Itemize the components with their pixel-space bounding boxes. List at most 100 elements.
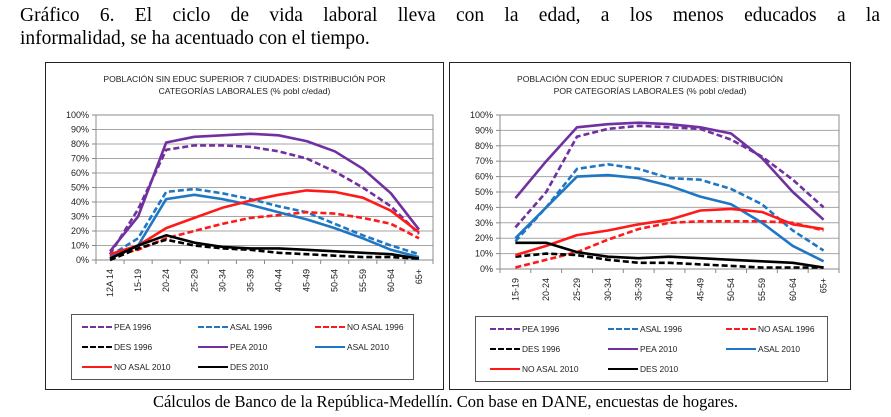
y-tick-label: 90% xyxy=(475,125,493,135)
y-tick-label: 0% xyxy=(480,264,493,274)
x-tick-label: 35-39 xyxy=(245,269,255,292)
legend-swatch xyxy=(82,366,112,368)
legend-swatch xyxy=(490,368,520,370)
y-tick-label: 60% xyxy=(475,172,493,182)
legend-swatch xyxy=(726,328,756,330)
legend-item-asal-2010: ASAL 2010 xyxy=(315,341,389,353)
legend-label: PEA 1996 xyxy=(522,324,560,334)
legend-label: ASAL 1996 xyxy=(640,324,683,334)
x-tick-label: 20-24 xyxy=(541,278,551,301)
legend-label: DES 2010 xyxy=(230,362,269,372)
y-tick-label: 0% xyxy=(76,255,89,265)
legend-item-pea-2010: PEA 2010 xyxy=(198,341,267,353)
series-line-pea-1996 xyxy=(108,144,420,255)
legend-label: ASAL 1996 xyxy=(230,322,273,332)
x-tick-label: 30-34 xyxy=(603,278,613,301)
chart-title-line2: CATEGORÍAS LABORALES (% pobl c/edad) xyxy=(158,86,331,96)
source-note: Cálculos de Banco de la República-Medell… xyxy=(152,392,739,411)
chart-title-line1: POBLACIÓN SIN EDUC SUPERIOR 7 CIUDADES: … xyxy=(103,74,386,84)
x-tick-label: 12A 14 xyxy=(105,269,115,297)
legend-swatch xyxy=(608,328,638,330)
legend-item-no-asal-2010: NO ASAL 2010 xyxy=(82,361,171,373)
legend-item-pea-1996: PEA 1996 xyxy=(490,323,559,335)
y-tick-label: 50% xyxy=(475,187,493,197)
x-tick-label: 40-44 xyxy=(274,269,284,292)
y-tick-label: 30% xyxy=(71,212,89,222)
y-tick-label: 80% xyxy=(71,139,89,149)
legend-swatch xyxy=(198,326,228,328)
legend-label: NO ASAL 2010 xyxy=(522,364,579,374)
legend-label: PEA 1996 xyxy=(114,322,152,332)
chart-legend: PEA 1996 ASAL 1996 NO ASAL 1996 DES 1996 PEA… xyxy=(71,314,414,380)
legend-item-no-asal-1996: NO ASAL 1996 xyxy=(726,323,815,335)
legend-swatch xyxy=(490,328,520,330)
series-line-des-1996 xyxy=(109,238,420,262)
x-tick-label: 25-29 xyxy=(189,269,199,292)
figure-heading-line1: Gráfico 6. El ciclo de vida laboral llev… xyxy=(20,5,880,26)
legend-item-des-1996: DES 1996 xyxy=(490,343,560,355)
y-tick-label: 10% xyxy=(475,249,493,259)
y-tick-label: 70% xyxy=(71,154,89,164)
y-tick-label: 40% xyxy=(475,202,493,212)
legend-label: NO ASAL 1996 xyxy=(347,322,404,332)
series-line-no-asal-2010 xyxy=(109,189,420,256)
y-tick-label: 20% xyxy=(71,226,89,236)
chart-panel-sin-educ-superior: POBLACIÓN SIN EDUC SUPERIOR 7 CIUDADES: … xyxy=(45,62,444,390)
line-chart-plot: 0% 10% 20% 30% 40% 50% 60% 70% 80% 90% 100% 15-19 20… xyxy=(470,110,840,301)
legend-label: ASAL 2010 xyxy=(758,344,801,354)
x-tick-label: 65+ xyxy=(414,269,424,284)
y-tick-label: 20% xyxy=(475,233,493,243)
y-tick-label: 40% xyxy=(71,197,89,207)
chart-title: POBLACIÓN CON EDUC SUPERIOR 7 CIUDADES: … xyxy=(450,73,850,97)
legend-item-asal-2010: ASAL 2010 xyxy=(726,343,800,355)
legend-item-des-2010: DES 2010 xyxy=(198,361,268,373)
legend-swatch xyxy=(608,348,638,350)
chart-legend: PEA 1996 ASAL 1996 NO ASAL 1996 DES 1996 PEA… xyxy=(475,316,828,382)
series-line-des-1996 xyxy=(515,252,824,269)
legend-item-no-asal-2010: NO ASAL 2010 xyxy=(490,363,579,375)
legend-item-asal-1996: ASAL 1996 xyxy=(198,321,272,333)
x-tick-label: 65+ xyxy=(819,278,829,293)
y-tick-label: 10% xyxy=(71,241,89,251)
series-line-pea-1996 xyxy=(514,124,825,229)
legend-swatch xyxy=(490,348,520,350)
legend-swatch xyxy=(82,346,112,348)
y-tick-label: 30% xyxy=(475,218,493,228)
y-tick-label: 100% xyxy=(66,110,89,120)
x-tick-label: 45-49 xyxy=(695,278,705,301)
y-tick-label: 100% xyxy=(470,110,493,120)
legend-swatch xyxy=(82,326,112,328)
legend-swatch xyxy=(726,348,756,350)
legend-label: PEA 2010 xyxy=(640,344,678,354)
x-tick-label: 55-59 xyxy=(757,278,767,301)
figure-heading-line2: informalidad, se ha acentuado con el tie… xyxy=(20,28,370,49)
legend-swatch xyxy=(315,346,345,348)
y-tick-label: 50% xyxy=(71,183,89,193)
legend-label: ASAL 2010 xyxy=(347,342,390,352)
chart-panel-con-educ-superior: POBLACIÓN CON EDUC SUPERIOR 7 CIUDADES: … xyxy=(449,62,851,390)
legend-label: PEA 2010 xyxy=(230,342,268,352)
series-line-asal-2010 xyxy=(514,173,825,263)
series-line-no-asal-2010 xyxy=(515,207,824,257)
legend-label: DES 2010 xyxy=(640,364,679,374)
legend-item-asal-1996: ASAL 1996 xyxy=(608,323,682,335)
legend-label: DES 1996 xyxy=(114,342,153,352)
chart-title: POBLACIÓN SIN EDUC SUPERIOR 7 CIUDADES: … xyxy=(46,73,443,97)
x-tick-label: 60-64 xyxy=(788,278,798,301)
legend-label: NO ASAL 2010 xyxy=(114,362,171,372)
legend-item-no-asal-1996: NO ASAL 1996 xyxy=(315,321,404,333)
series-line-asal-1996 xyxy=(514,163,825,252)
y-tick-label: 70% xyxy=(475,156,493,166)
x-tick-label: 15-19 xyxy=(133,269,143,292)
x-tick-label: 30-34 xyxy=(217,269,227,292)
x-tick-label: 55-59 xyxy=(358,269,368,292)
chart-title-line1: POBLACIÓN CON EDUC SUPERIOR 7 CIUDADES: … xyxy=(517,74,783,84)
x-tick-label: 25-29 xyxy=(572,278,582,301)
legend-swatch xyxy=(315,326,345,328)
x-tick-label: 20-24 xyxy=(161,269,171,292)
legend-swatch xyxy=(608,368,638,370)
x-tick-label: 45-49 xyxy=(302,269,312,292)
x-tick-label: 50-54 xyxy=(726,278,736,301)
y-tick-label: 80% xyxy=(475,141,493,151)
legend-swatch xyxy=(198,366,228,368)
